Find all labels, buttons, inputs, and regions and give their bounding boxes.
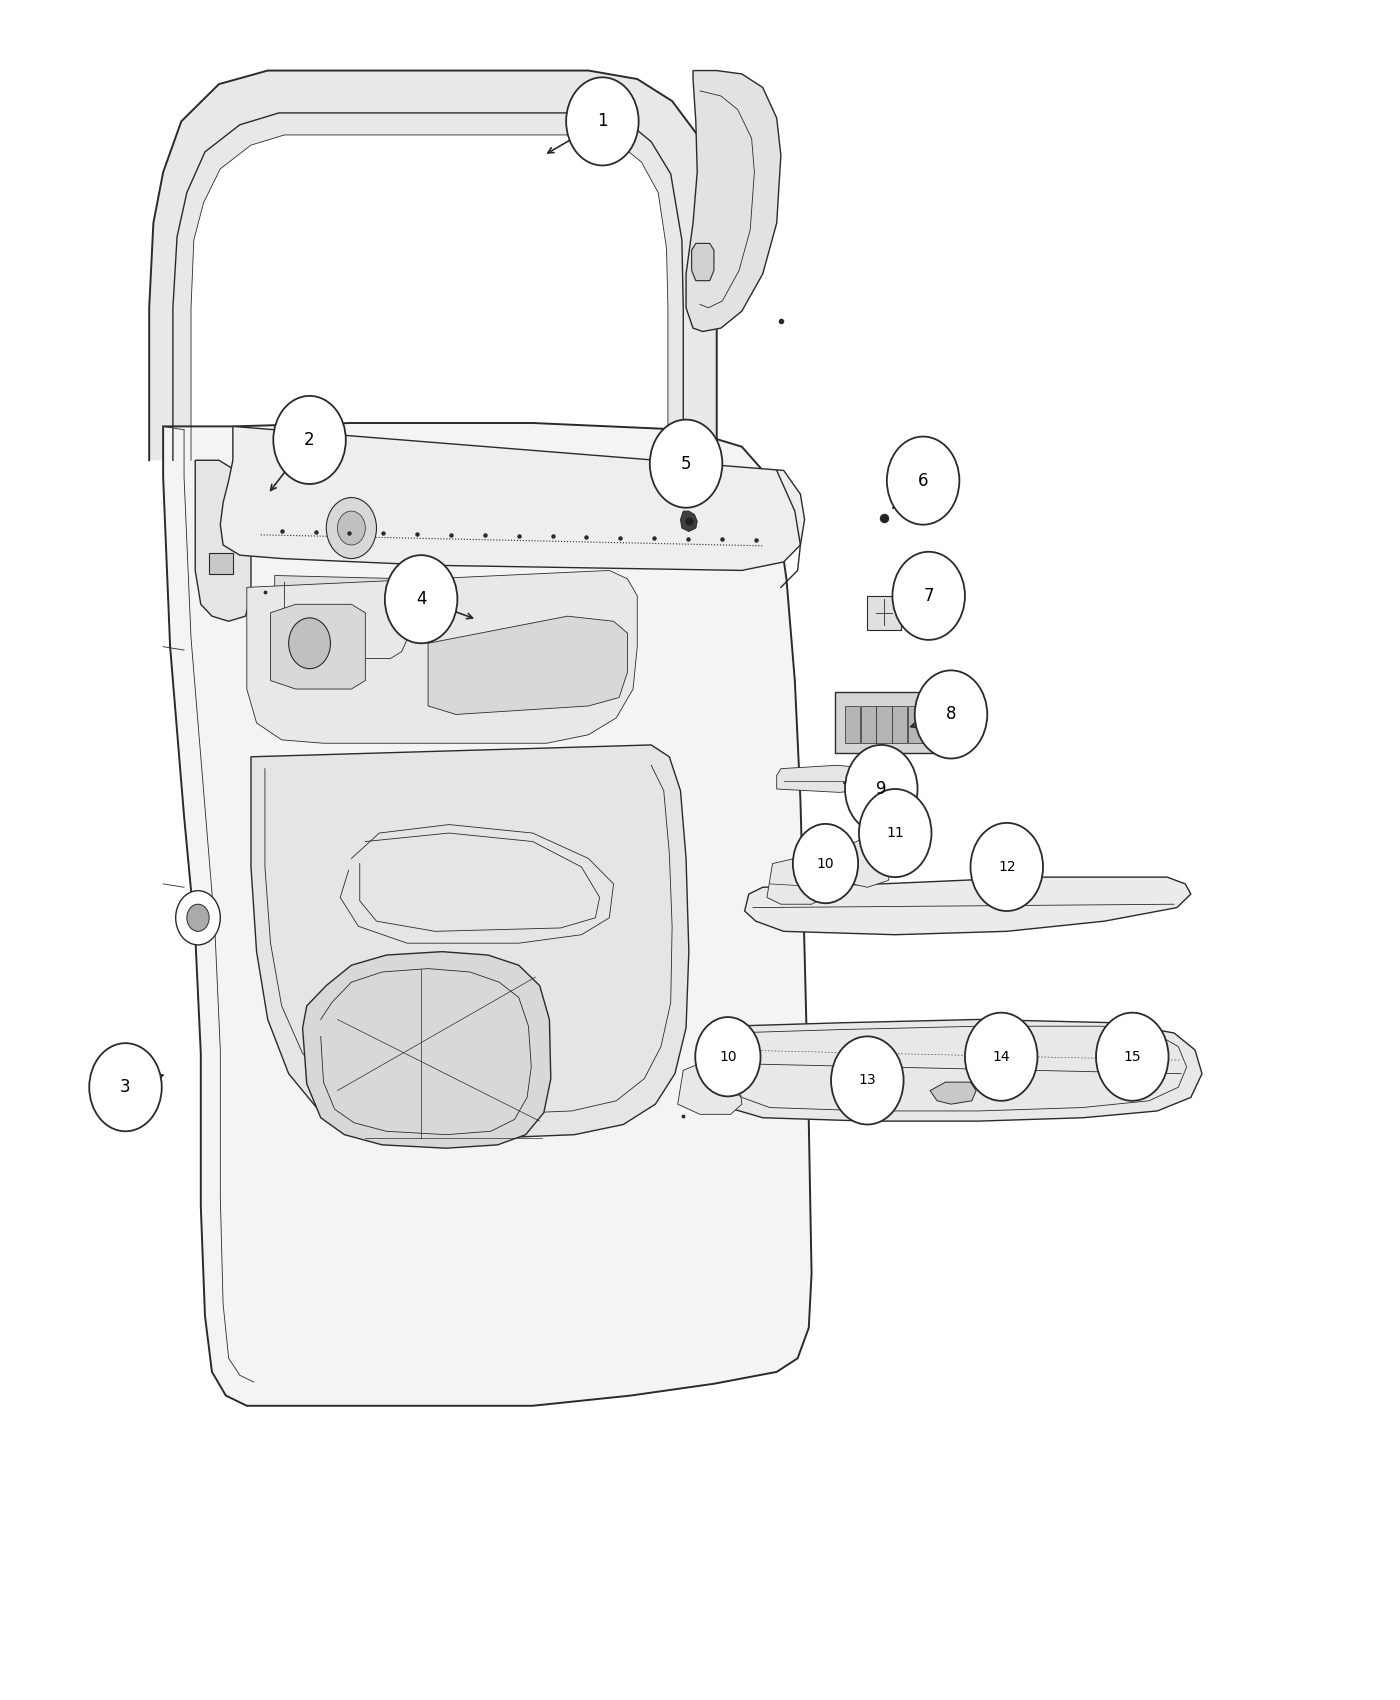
Circle shape (650, 420, 722, 508)
Polygon shape (150, 71, 717, 461)
Circle shape (914, 670, 987, 758)
Circle shape (566, 76, 638, 165)
FancyBboxPatch shape (846, 706, 861, 743)
Circle shape (886, 437, 959, 525)
Text: 1: 1 (596, 112, 608, 131)
Polygon shape (251, 745, 689, 1137)
Text: 14: 14 (993, 1049, 1009, 1064)
FancyBboxPatch shape (861, 706, 876, 743)
Text: 7: 7 (924, 586, 934, 605)
Circle shape (337, 512, 365, 546)
Text: 15: 15 (1123, 1049, 1141, 1064)
Polygon shape (680, 512, 697, 532)
Circle shape (846, 745, 917, 833)
FancyBboxPatch shape (868, 595, 900, 629)
Text: 4: 4 (416, 590, 427, 609)
Circle shape (326, 498, 377, 559)
Text: 10: 10 (816, 857, 834, 870)
Polygon shape (270, 604, 365, 689)
Circle shape (385, 556, 458, 643)
Text: 2: 2 (304, 430, 315, 449)
Polygon shape (220, 427, 805, 571)
Circle shape (832, 1037, 903, 1124)
Polygon shape (274, 576, 419, 666)
Circle shape (273, 396, 346, 484)
Text: 9: 9 (876, 780, 886, 797)
Polygon shape (209, 554, 232, 575)
Polygon shape (686, 71, 781, 332)
Polygon shape (777, 765, 878, 792)
Circle shape (892, 552, 965, 639)
Text: 3: 3 (120, 1078, 130, 1096)
Polygon shape (745, 877, 1191, 935)
Circle shape (860, 789, 931, 877)
FancyBboxPatch shape (876, 706, 892, 743)
Polygon shape (164, 423, 812, 1406)
Circle shape (90, 1044, 162, 1130)
Text: 12: 12 (998, 860, 1015, 874)
Polygon shape (930, 1083, 976, 1105)
FancyBboxPatch shape (907, 706, 923, 743)
Circle shape (1096, 1013, 1169, 1102)
Text: 6: 6 (918, 471, 928, 490)
Text: 10: 10 (720, 1049, 736, 1064)
Polygon shape (692, 243, 714, 280)
Text: 5: 5 (680, 454, 692, 473)
Polygon shape (195, 461, 251, 620)
Polygon shape (428, 615, 627, 714)
Circle shape (970, 823, 1043, 911)
Circle shape (965, 1013, 1037, 1102)
FancyBboxPatch shape (892, 706, 907, 743)
Polygon shape (302, 952, 550, 1148)
FancyBboxPatch shape (836, 692, 934, 753)
Circle shape (288, 617, 330, 668)
Text: 11: 11 (886, 826, 904, 840)
Text: 13: 13 (858, 1073, 876, 1088)
Circle shape (186, 904, 209, 932)
Text: 8: 8 (946, 706, 956, 724)
Polygon shape (678, 1064, 742, 1114)
Circle shape (175, 891, 220, 945)
Polygon shape (837, 840, 892, 887)
Circle shape (792, 824, 858, 903)
Circle shape (696, 1017, 760, 1096)
Polygon shape (767, 858, 829, 904)
Polygon shape (700, 1020, 1203, 1120)
Polygon shape (246, 571, 637, 743)
